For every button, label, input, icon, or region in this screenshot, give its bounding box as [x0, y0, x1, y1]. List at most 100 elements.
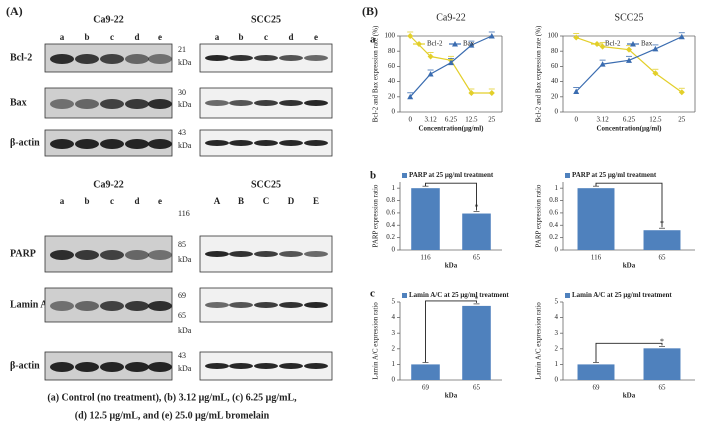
marker	[488, 90, 495, 96]
cell-line-header: SCC25	[251, 14, 281, 25]
mw-unit: kDa	[178, 326, 192, 335]
annotation: *	[660, 219, 664, 228]
legend-marker	[452, 41, 458, 47]
caption: (a) Control (no treatment), (b) 3.12 μg/…	[47, 392, 297, 403]
y-tick-label: 1	[555, 360, 559, 368]
bar	[577, 188, 615, 250]
marker	[427, 71, 434, 77]
mw-marker: 21	[178, 45, 186, 54]
band	[100, 54, 124, 64]
marker	[448, 59, 454, 66]
chart-title: SCC25	[615, 12, 644, 23]
y-tick-label: 0.4	[549, 221, 558, 229]
y-axis-label: PARP expression ratio	[535, 184, 543, 247]
y-axis-label: Lamin A/C expression ratio	[535, 302, 543, 380]
mw-unit: kDa	[178, 58, 192, 67]
annotation: *	[475, 202, 479, 211]
band	[279, 55, 303, 61]
marker	[652, 45, 659, 52]
legend-label: Lamin A/C at 25 μg/ml treatment	[572, 291, 672, 299]
row-label: Bcl-2	[10, 52, 32, 63]
y-tick-label: 0.8	[386, 196, 395, 204]
band	[125, 139, 149, 149]
y-tick-label: 2	[555, 344, 559, 352]
lane-label: D	[288, 196, 295, 206]
lane-label: d	[134, 32, 139, 42]
legend-label: Lamin A/C at 25 μg/ml treatment	[409, 291, 509, 299]
y-axis-label: PARP expression ratio	[372, 184, 380, 247]
x-tick-label: 0	[408, 116, 412, 124]
band	[205, 100, 229, 106]
y-tick-label: 0	[555, 108, 559, 116]
band	[50, 301, 74, 311]
band	[279, 363, 303, 369]
x-tick-label: 3.12	[596, 116, 609, 124]
y-tick-label: 0	[392, 246, 396, 254]
legend-swatch	[402, 293, 407, 298]
band	[75, 301, 99, 311]
annotation: *	[475, 295, 479, 304]
band	[254, 251, 278, 257]
marker	[599, 61, 606, 67]
y-tick-label: 80	[551, 47, 559, 55]
x-tick-label: 65	[659, 254, 667, 262]
cell-line-header: Ca9-22	[93, 14, 124, 25]
x-tick-label: 116	[420, 254, 431, 262]
marker	[652, 70, 659, 77]
band	[304, 363, 328, 369]
y-tick-label: 0	[555, 246, 559, 254]
lane-label: c	[110, 196, 114, 206]
x-tick-label: 12.5	[649, 116, 662, 124]
lane-label: A	[214, 196, 221, 206]
bracket	[425, 182, 477, 211]
lane-label: b	[84, 196, 89, 206]
x-tick-label: 6.25	[445, 116, 458, 124]
band	[75, 139, 99, 149]
marker	[678, 33, 685, 40]
chart-title: Ca9-22	[436, 12, 465, 23]
band	[229, 140, 253, 146]
band	[75, 99, 99, 109]
y-tick-label: 20	[551, 92, 559, 100]
marker	[407, 33, 414, 39]
band	[254, 363, 278, 369]
band	[304, 55, 328, 61]
bar	[462, 305, 491, 380]
y-tick-label: 5	[392, 298, 396, 306]
marker	[468, 42, 475, 48]
y-tick-label: 0.8	[549, 196, 558, 204]
band	[125, 301, 149, 311]
y-tick-label: 1	[392, 360, 396, 368]
caption: (d) 12.5 μg/mL, and (e) 25.0 μg/mL brome…	[75, 410, 270, 421]
marker	[599, 43, 606, 50]
band	[148, 301, 172, 311]
mw-marker: 43	[178, 351, 186, 360]
y-tick-label: 0	[555, 376, 559, 384]
mw-unit: kDa	[178, 141, 192, 150]
legend-marker	[416, 41, 422, 47]
x-axis-label: kDa	[445, 262, 458, 270]
band	[125, 362, 149, 372]
x-tick-label: 116	[591, 254, 602, 262]
band	[229, 363, 253, 369]
legend-label: PARP at 25 μg/ml treatment	[409, 171, 494, 179]
band	[304, 100, 328, 106]
x-axis-label: kDa	[623, 392, 636, 400]
band	[148, 250, 172, 260]
mw-unit: kDa	[178, 255, 192, 264]
marker	[407, 93, 414, 100]
marker	[678, 89, 685, 96]
lane-label: a	[215, 32, 220, 42]
bar	[411, 364, 440, 380]
band	[205, 55, 229, 61]
legend-swatch	[402, 173, 407, 178]
y-tick-label: 100	[548, 32, 559, 40]
band	[148, 54, 172, 64]
y-tick-label: 1	[555, 184, 559, 192]
band	[75, 54, 99, 64]
y-tick-label: 4	[555, 313, 559, 321]
band	[254, 100, 278, 106]
marker	[626, 46, 632, 53]
bar	[643, 348, 681, 380]
